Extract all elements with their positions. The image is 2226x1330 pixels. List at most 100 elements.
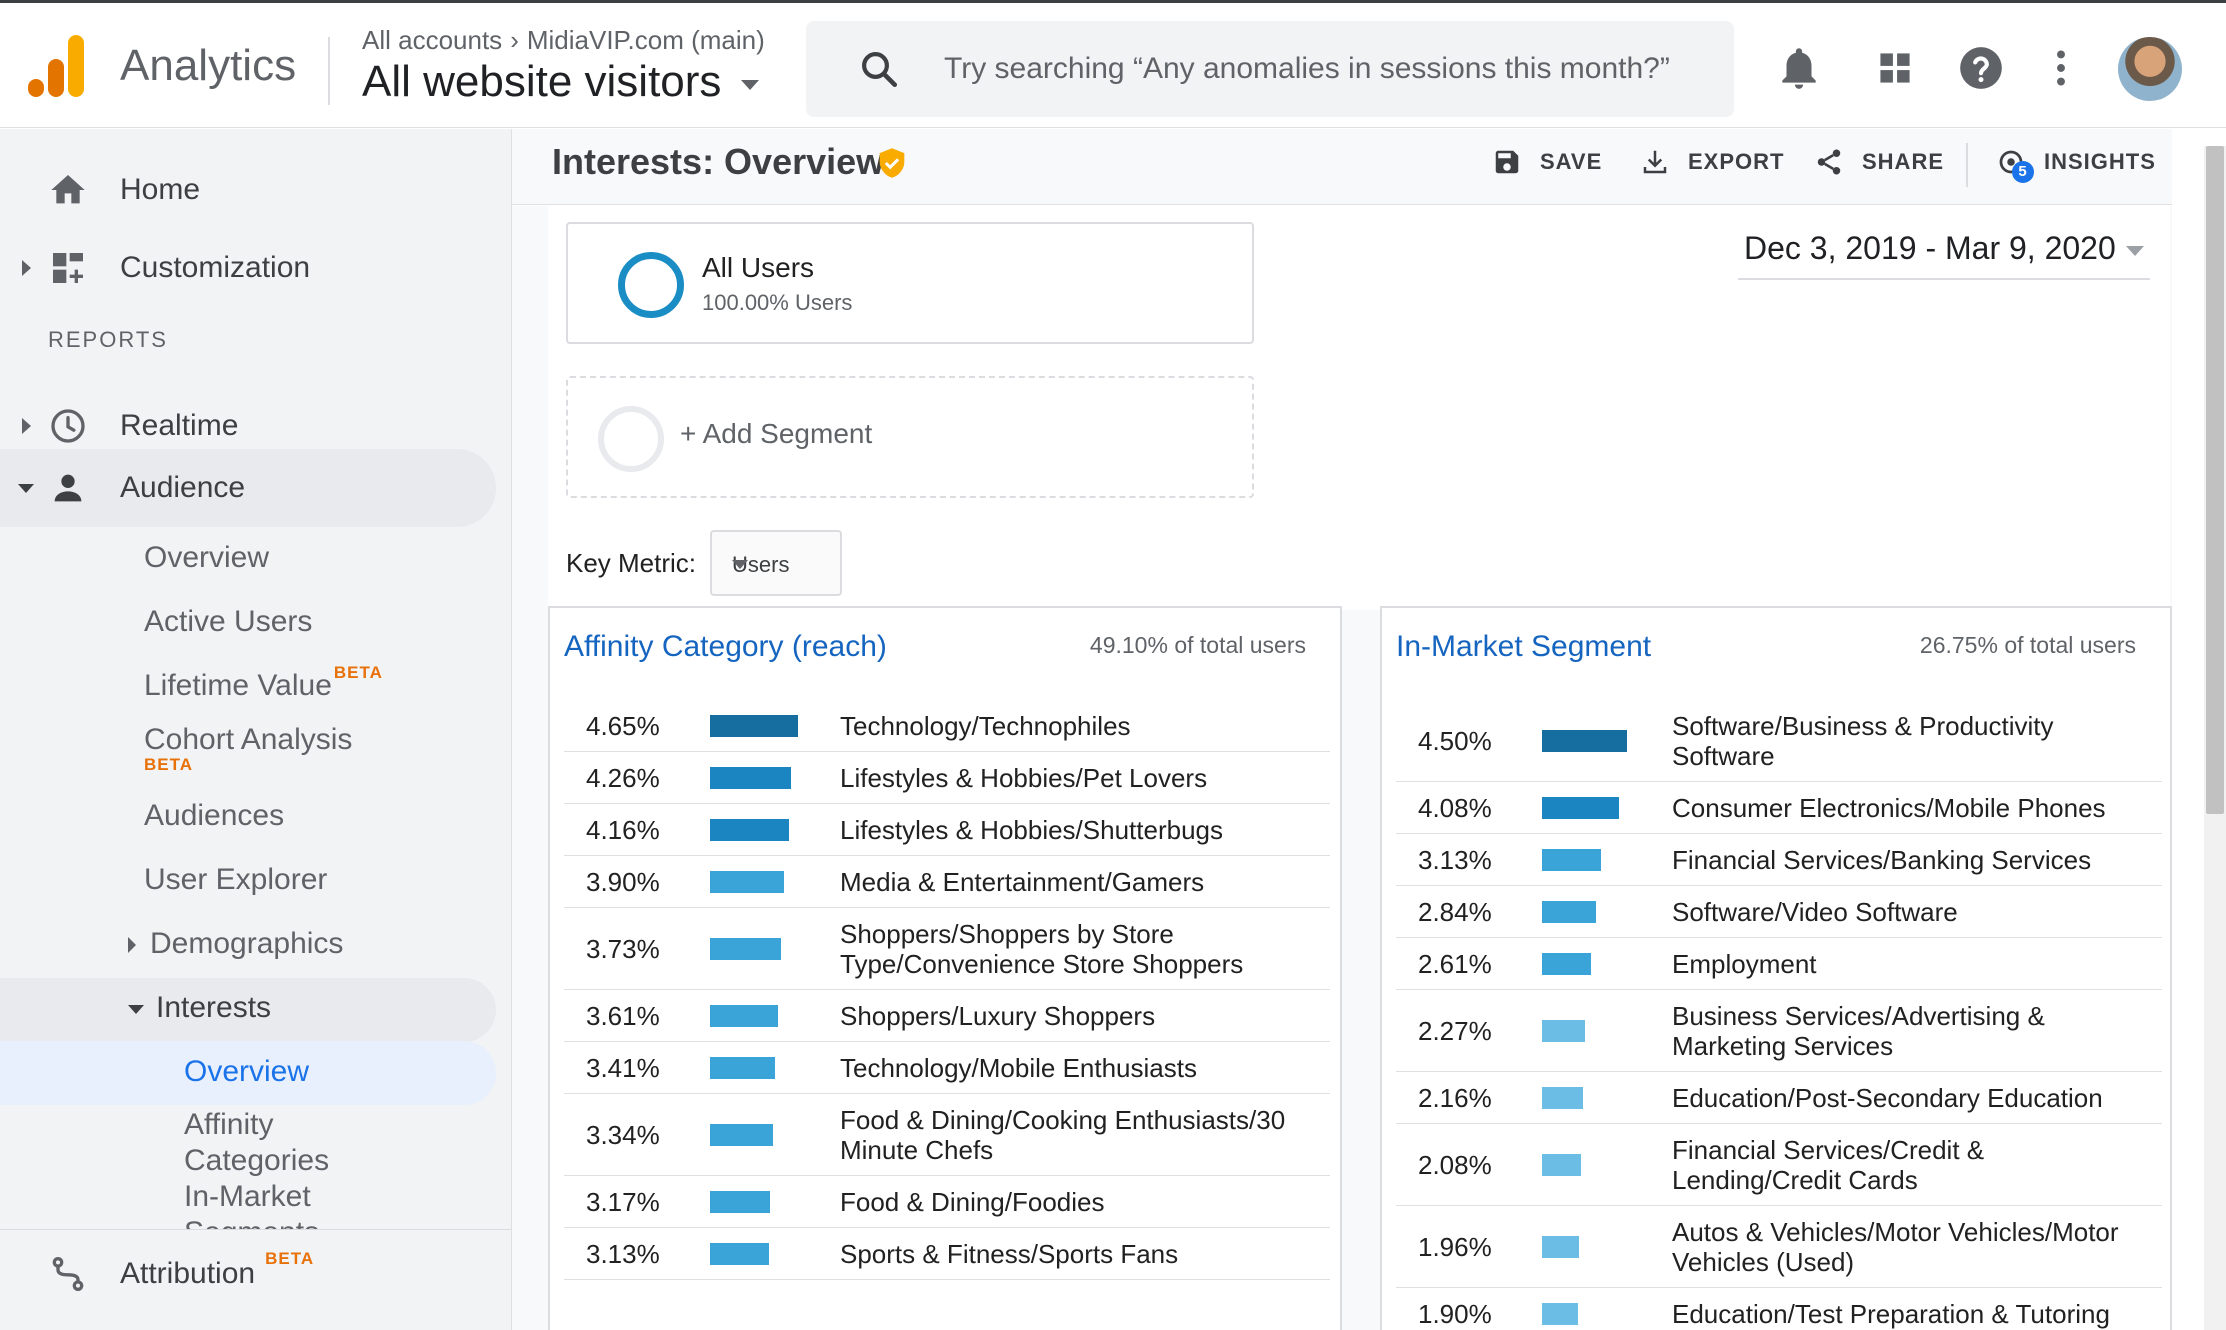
table-row[interactable]: 1.90% Education/Test Preparation & Tutori… bbox=[1396, 1288, 2162, 1330]
row-category-link[interactable]: Autos & Vehicles/Motor Vehicles/Motor Veh… bbox=[1672, 1217, 2119, 1277]
sidebar-item-home[interactable]: Home bbox=[0, 151, 500, 229]
more-vert-icon[interactable] bbox=[2036, 43, 2086, 93]
save-button[interactable]: SAVE bbox=[1492, 147, 1602, 177]
row-category-line: Vehicles (Used) bbox=[1672, 1247, 1855, 1277]
table-row[interactable]: 2.16% Education/Post-Secondary Education bbox=[1396, 1072, 2162, 1124]
row-category-link[interactable]: Shoppers/Shoppers by Store Type/Convenien… bbox=[840, 919, 1243, 979]
row-category-link[interactable]: Employment bbox=[1672, 949, 1817, 979]
row-category-link[interactable]: Media & Entertainment/Gamers bbox=[840, 867, 1204, 897]
sidebar-item-affinity-categories[interactable]: Affinity Categories bbox=[184, 1107, 329, 1179]
row-category-link[interactable]: Technology/Mobile Enthusiasts bbox=[840, 1053, 1197, 1083]
row-category-link[interactable]: Education/Post-Secondary Education bbox=[1672, 1083, 2103, 1113]
table-row[interactable]: 2.27% Business Services/Advertising & Mark… bbox=[1396, 990, 2162, 1072]
segment-panel: All Users 100.00% Users + Add Segment De… bbox=[548, 206, 2170, 610]
avatar[interactable] bbox=[2118, 37, 2182, 101]
sidebar-item-attribution[interactable]: Attribution BETA bbox=[0, 1235, 500, 1313]
sidebar-item-realtime[interactable]: Realtime bbox=[0, 387, 500, 465]
row-category-link[interactable]: Consumer Electronics/Mobile Phones bbox=[1672, 793, 2106, 823]
sidebar-item-demographics[interactable]: Demographics bbox=[128, 927, 343, 961]
table-row[interactable]: 3.90% Media & Entertainment/Gamers bbox=[564, 856, 1330, 908]
search-bar[interactable]: Try searching “Any anomalies in sessions… bbox=[806, 21, 1734, 117]
table-row[interactable]: 4.16% Lifestyles & Hobbies/Shutterbugs bbox=[564, 804, 1330, 856]
beta-badge: BETA bbox=[144, 755, 194, 774]
row-bar bbox=[710, 767, 791, 789]
table-row[interactable]: 3.34% Food & Dining/Cooking Enthusiasts/3… bbox=[564, 1094, 1330, 1176]
row-bar bbox=[710, 938, 781, 960]
audience-highlight bbox=[0, 449, 496, 527]
account-breadcrumb[interactable]: All accounts › MidiaVIP.com (main) bbox=[362, 25, 765, 56]
sidebar-item-lifetime-value[interactable]: Lifetime Value BETA bbox=[144, 663, 383, 703]
table-row[interactable]: 3.41% Technology/Mobile Enthusiasts bbox=[564, 1042, 1330, 1094]
table-row[interactable]: 3.61% Shoppers/Luxury Shoppers bbox=[564, 990, 1330, 1042]
row-category-line: Software bbox=[1672, 741, 1775, 771]
row-category-link[interactable]: Lifestyles & Hobbies/Pet Lovers bbox=[840, 763, 1207, 793]
breadcrumb-property[interactable]: MidiaVIP.com (main) bbox=[526, 25, 765, 55]
share-button[interactable]: SHARE bbox=[1814, 147, 1944, 177]
report-content: All Users 100.00% Users + Add Segment De… bbox=[512, 206, 2172, 1330]
segment-card-all-users[interactable]: All Users 100.00% Users bbox=[566, 222, 1254, 344]
insights-button[interactable]: 5 INSIGHTS bbox=[1996, 147, 2156, 183]
analytics-logo[interactable] bbox=[28, 35, 86, 97]
row-category-link[interactable]: Technology/Technophiles bbox=[840, 711, 1131, 741]
table-row[interactable]: 4.50% Software/Business & Productivity Sof… bbox=[1396, 700, 2162, 782]
apps-grid-icon[interactable] bbox=[1870, 43, 1920, 93]
sidebar-item-overview[interactable]: Overview bbox=[144, 541, 270, 574]
table-row[interactable]: 3.17% Food & Dining/Foodies bbox=[564, 1176, 1330, 1228]
row-category-link[interactable]: Software/Business & Productivity Software bbox=[1672, 711, 2054, 771]
inmarket-table-title[interactable]: In-Market Segment bbox=[1396, 630, 1652, 663]
table-row[interactable]: 4.26% Lifestyles & Hobbies/Pet Lovers bbox=[564, 752, 1330, 804]
sidebar-item-interests[interactable]: Interests bbox=[128, 991, 271, 1025]
row-category-link[interactable]: Sports & Fitness/Sports Fans bbox=[840, 1239, 1178, 1269]
empty-segment-ring-icon bbox=[598, 406, 664, 472]
add-segment-button[interactable]: + Add Segment bbox=[566, 376, 1254, 498]
row-bar bbox=[1542, 849, 1601, 871]
lifetime-value-label: Lifetime Value bbox=[144, 669, 332, 702]
help-icon[interactable] bbox=[1956, 43, 2006, 93]
row-category-link[interactable]: Education/Test Preparation & Tutoring bbox=[1672, 1299, 2110, 1329]
row-percentage: 2.27% bbox=[1418, 1016, 1492, 1046]
row-category-line: Technology/Technophiles bbox=[840, 711, 1131, 741]
row-category-link[interactable]: Lifestyles & Hobbies/Shutterbugs bbox=[840, 815, 1223, 845]
sidebar-item-audience[interactable]: Audience bbox=[0, 449, 496, 527]
row-category-link[interactable]: Financial Services/Banking Services bbox=[1672, 845, 2091, 875]
sidebar-item-in-market-segments[interactable]: In-Market Segments bbox=[184, 1179, 319, 1229]
row-category-link[interactable]: Food & Dining/Foodies bbox=[840, 1187, 1104, 1217]
page-scrollbar-thumb[interactable] bbox=[2206, 146, 2224, 814]
table-row[interactable]: 4.65% Technology/Technophiles bbox=[564, 700, 1330, 752]
sidebar-item-interests-overview[interactable]: Overview bbox=[184, 1055, 310, 1088]
table-row[interactable]: 4.08% Consumer Electronics/Mobile Phones bbox=[1396, 782, 2162, 834]
view-selector[interactable]: All website visitors bbox=[362, 57, 760, 107]
sidebar-item-user-explorer[interactable]: User Explorer bbox=[144, 863, 328, 896]
breadcrumb-all-accounts[interactable]: All accounts bbox=[362, 25, 503, 55]
row-category-line: Autos & Vehicles/Motor Vehicles/Motor bbox=[1672, 1217, 2119, 1247]
table-row[interactable]: 3.13% Sports & Fitness/Sports Fans bbox=[564, 1228, 1330, 1280]
key-metric-select[interactable]: Users bbox=[710, 530, 842, 596]
row-category-link[interactable]: Food & Dining/Cooking Enthusiasts/30 Minu… bbox=[840, 1105, 1285, 1165]
row-category-link[interactable]: Software/Video Software bbox=[1672, 897, 1958, 927]
top-bar: Analytics All accounts › MidiaVIP.com (mai… bbox=[0, 0, 2226, 128]
actions-divider bbox=[1966, 143, 1968, 187]
sidebar-item-cohort-analysis[interactable]: Cohort Analysis BETA bbox=[144, 723, 352, 775]
row-category-link[interactable]: Financial Services/Credit & Lending/Credi… bbox=[1672, 1135, 1984, 1195]
table-row[interactable]: 3.13% Financial Services/Banking Services bbox=[1396, 834, 2162, 886]
table-row[interactable]: 3.73% Shoppers/Shoppers by Store Type/Conv… bbox=[564, 908, 1330, 990]
sidebar-item-audiences[interactable]: Audiences bbox=[144, 799, 285, 832]
row-percentage: 3.17% bbox=[586, 1187, 660, 1217]
row-category-line: Employment bbox=[1672, 949, 1817, 979]
row-category-link[interactable]: Business Services/Advertising & Marketing… bbox=[1672, 1001, 2045, 1061]
reports-section-label: REPORTS bbox=[48, 327, 168, 352]
breadcrumb-chevron-icon: › bbox=[510, 25, 519, 55]
row-category-link[interactable]: Shoppers/Luxury Shoppers bbox=[840, 1001, 1155, 1031]
beta-badge: BETA bbox=[333, 663, 383, 682]
export-button[interactable]: EXPORT bbox=[1640, 147, 1784, 177]
affinity-table-title[interactable]: Affinity Category (reach) bbox=[564, 630, 887, 663]
date-range-picker[interactable]: Dec 3, 2019 - Mar 9, 2020 bbox=[1738, 226, 2150, 280]
table-row[interactable]: 2.61% Employment bbox=[1396, 938, 2162, 990]
row-percentage: 1.90% bbox=[1418, 1299, 1492, 1329]
bell-icon[interactable] bbox=[1774, 43, 1824, 93]
table-row[interactable]: 2.84% Software/Video Software bbox=[1396, 886, 2162, 938]
sidebar-item-customization[interactable]: Customization bbox=[0, 229, 500, 307]
table-row[interactable]: 1.96% Autos & Vehicles/Motor Vehicles/Mot… bbox=[1396, 1206, 2162, 1288]
sidebar-item-active-users[interactable]: Active Users bbox=[144, 605, 313, 638]
table-row[interactable]: 2.08% Financial Services/Credit & Lending/… bbox=[1396, 1124, 2162, 1206]
